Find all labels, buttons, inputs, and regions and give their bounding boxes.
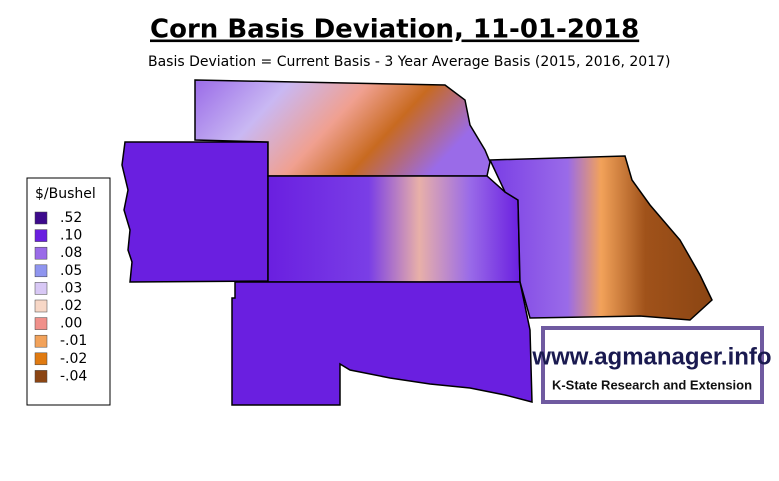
legend-swatch: [34, 317, 48, 330]
logo-org: K-State Research and Extension: [552, 377, 752, 392]
legend-title: $/Bushel: [35, 186, 96, 202]
legend-swatch: [34, 229, 48, 242]
legend-label: .03: [60, 280, 82, 296]
legend-label: .02: [60, 298, 82, 314]
logo-url: www.agmanager.info: [531, 343, 771, 370]
subtitle: Basis Deviation = Current Basis - 3 Year…: [148, 54, 670, 70]
legend-label: -.04: [60, 368, 87, 384]
legend-label: -.01: [60, 333, 87, 349]
legend-label: .05: [60, 263, 82, 279]
legend-swatch: [34, 246, 48, 260]
logo-box: [541, 326, 764, 404]
kansas: [267, 175, 521, 283]
missouri: [488, 155, 713, 321]
legend-label: .52: [60, 210, 82, 226]
legend-swatch: [34, 352, 48, 366]
legend-swatch: [34, 264, 48, 278]
legend-swatch: [34, 211, 48, 225]
nebraska: [194, 79, 491, 177]
legend-swatch: [34, 370, 48, 383]
legend-swatch: [34, 282, 48, 295]
legend-label: .00: [60, 316, 82, 332]
legend-swatch: [34, 299, 48, 313]
legend-label: -.02: [60, 351, 87, 367]
legend: .52 .10.08 .05.03 .02 .00-.01 -.02-.04: [34, 210, 87, 384]
oklahoma: [231, 281, 533, 406]
colorado: [121, 141, 269, 283]
legend-swatch: [34, 334, 48, 348]
legend-label: .08: [60, 245, 82, 261]
legend-label: .10: [60, 228, 82, 244]
title: Corn Basis Deviation, 11-01-2018: [150, 15, 639, 45]
map: [121, 79, 713, 406]
